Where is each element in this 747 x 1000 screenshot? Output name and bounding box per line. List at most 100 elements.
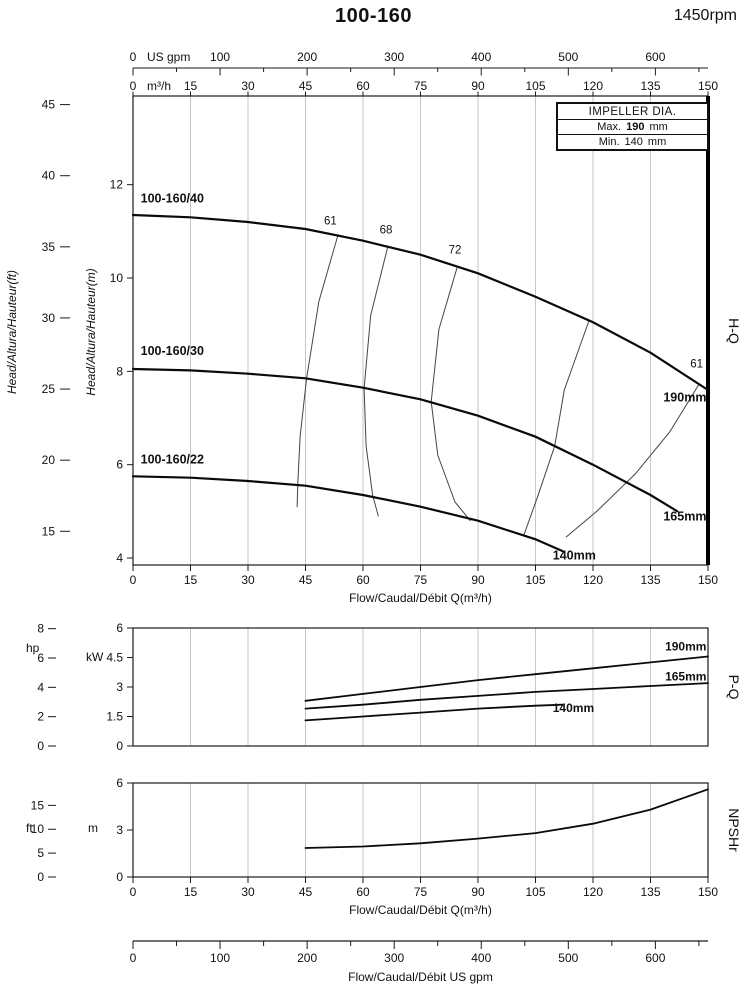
npsh-x-tick-label: 90 [471, 885, 485, 899]
pq-curve-140mm [304, 703, 564, 722]
hq-x-tick-label: 45 [299, 573, 313, 587]
npsh-ft-axis-unit: ft [26, 821, 33, 835]
ft-tick-label: 25 [42, 382, 56, 396]
top-m3h-tick-label: 75 [414, 79, 428, 93]
npsh-m-tick-label: 6 [116, 776, 123, 790]
pq-section-label: P-Q [726, 675, 742, 700]
hq-x-tick-label: 120 [583, 573, 603, 587]
npsh-x-tick-label: 30 [241, 885, 255, 899]
m-tick-label: 8 [116, 364, 123, 378]
npsh-x-tick-label: 150 [698, 885, 718, 899]
impeller-max-row: Max. 190 mm [558, 120, 707, 135]
npsh-x-tick-label: 105 [525, 885, 545, 899]
bottom-gpm-tick-label: 400 [471, 951, 491, 965]
kw-axis-unit: kW [86, 650, 104, 664]
top-m3h-tick-label: 120 [583, 79, 603, 93]
m-tick-label: 12 [110, 178, 124, 192]
kw-tick-label: 3 [116, 680, 123, 694]
m-tick-label: 4 [116, 551, 123, 565]
bottom-gpm-tick-label: 100 [210, 951, 230, 965]
top-gpm-tick-label: 200 [297, 50, 317, 64]
hp-tick-label: 0 [37, 739, 44, 753]
hq-x-tick-label: 30 [241, 573, 255, 587]
top-m3h-tick-label: 60 [356, 79, 370, 93]
hp-tick-label: 4 [37, 680, 44, 694]
top-gpm-axis-unit: US gpm [147, 50, 190, 64]
top-gpm-tick-label: 300 [384, 50, 404, 64]
npsh-x-tick-label: 0 [130, 885, 137, 899]
pq-curve-label: 140mm [553, 701, 594, 715]
bottom-gpm-tick-label: 500 [558, 951, 578, 965]
hq-x-tick-label: 150 [698, 573, 718, 587]
ft-tick-label: 15 [42, 524, 56, 538]
npsh-x-tick-label: 45 [299, 885, 313, 899]
top-gpm-tick-label: 0 [130, 50, 137, 64]
hp-tick-label: 8 [37, 622, 44, 636]
hq-section-label: H-Q [726, 318, 742, 344]
impeller-min-unit: mm [647, 136, 667, 148]
npsh-x-tick-label: 120 [583, 885, 603, 899]
bottom-gpm-tick-label: 0 [130, 951, 137, 965]
hq-y-axis-title-m: Head/Altura/Hauteur(m) [84, 268, 98, 395]
pq-curve-label: 165mm [665, 670, 706, 684]
efficiency-label: 61 [690, 359, 703, 371]
hq-series-label: 100-160/22 [141, 452, 204, 466]
impeller-min-label: Min. [598, 136, 620, 148]
top-m3h-tick-label: 15 [184, 79, 198, 93]
hq-x-tick-label: 90 [471, 573, 485, 587]
impeller-max-label: Max. [597, 121, 622, 133]
top-gpm-tick-label: 400 [471, 50, 491, 64]
hq-x-tick-label: 135 [640, 573, 660, 587]
hp-tick-label: 2 [37, 710, 44, 724]
ft-tick-label: 35 [42, 240, 56, 254]
impeller-dia-box: IMPELLER DIA. Max. 190 mm Min. 140 mm [556, 102, 709, 151]
kw-tick-label: 6 [116, 621, 123, 635]
m-tick-label: 6 [116, 458, 123, 472]
hq-curve-190mm [131, 213, 710, 392]
npsh-ft-tick-label: 15 [31, 798, 45, 812]
hq-x-axis-title: Flow/Caudal/Débit Q(m³/h) [349, 591, 492, 605]
top-m3h-tick-label: 105 [525, 79, 545, 93]
hq-curve-140mm [131, 475, 564, 553]
top-m3h-tick-label: 45 [299, 79, 313, 93]
speed-label: 1450rpm [673, 7, 737, 24]
ft-tick-label: 20 [42, 453, 56, 467]
hq-x-tick-label: 60 [356, 573, 370, 587]
npsh-x-tick-label: 135 [640, 885, 660, 899]
top-gpm-tick-label: 100 [210, 50, 230, 64]
npsh-ft-tick-label: 5 [37, 846, 44, 860]
page-title: 100-160 [335, 5, 412, 27]
npsh-x-tick-label: 15 [184, 885, 198, 899]
top-m3h-tick-label: 90 [471, 79, 485, 93]
efficiency-label: 68 [380, 225, 393, 237]
bottom-gpm-tick-label: 600 [645, 951, 665, 965]
hq-curve-165mm [131, 367, 679, 513]
hq-series-label: 100-160/30 [141, 344, 204, 358]
hp-axis-unit: hp [26, 641, 40, 655]
impeller-max-unit: mm [649, 121, 668, 133]
top-m3h-tick-label: 0 [130, 79, 137, 93]
impeller-min-value: 140 [624, 136, 643, 148]
pq-curve-190mm [304, 655, 709, 702]
npsh-m-tick-label: 3 [116, 823, 123, 837]
ft-tick-label: 30 [42, 311, 56, 325]
hq-x-tick-label: 75 [414, 573, 428, 587]
top-gpm-tick-label: 500 [558, 50, 578, 64]
hq-x-tick-label: 15 [184, 573, 198, 587]
npsh-m-tick-label: 0 [116, 870, 123, 884]
kw-tick-label: 1.5 [106, 710, 123, 724]
npsh-x-tick-label: 75 [414, 885, 428, 899]
top-m3h-axis-unit: m³/h [147, 79, 171, 93]
hq-impeller-label: 140mm [553, 548, 596, 562]
pq-curve-165mm [304, 682, 709, 710]
top-m3h-tick-label: 135 [640, 79, 660, 93]
efficiency-label: 61 [324, 215, 337, 227]
hq-series-label: 100-160/40 [141, 191, 204, 205]
impeller-max-value: 190 [626, 121, 645, 133]
efficiency-label: 72 [449, 245, 462, 257]
hq-x-tick-label: 0 [130, 573, 137, 587]
efficiency-contour [363, 245, 389, 517]
ft-tick-label: 40 [42, 169, 56, 183]
npsh-section-label: NPSHr [726, 808, 742, 852]
